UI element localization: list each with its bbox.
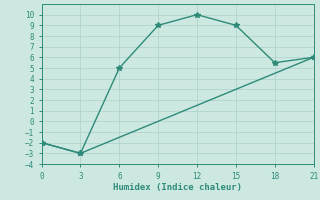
X-axis label: Humidex (Indice chaleur): Humidex (Indice chaleur) <box>113 183 242 192</box>
